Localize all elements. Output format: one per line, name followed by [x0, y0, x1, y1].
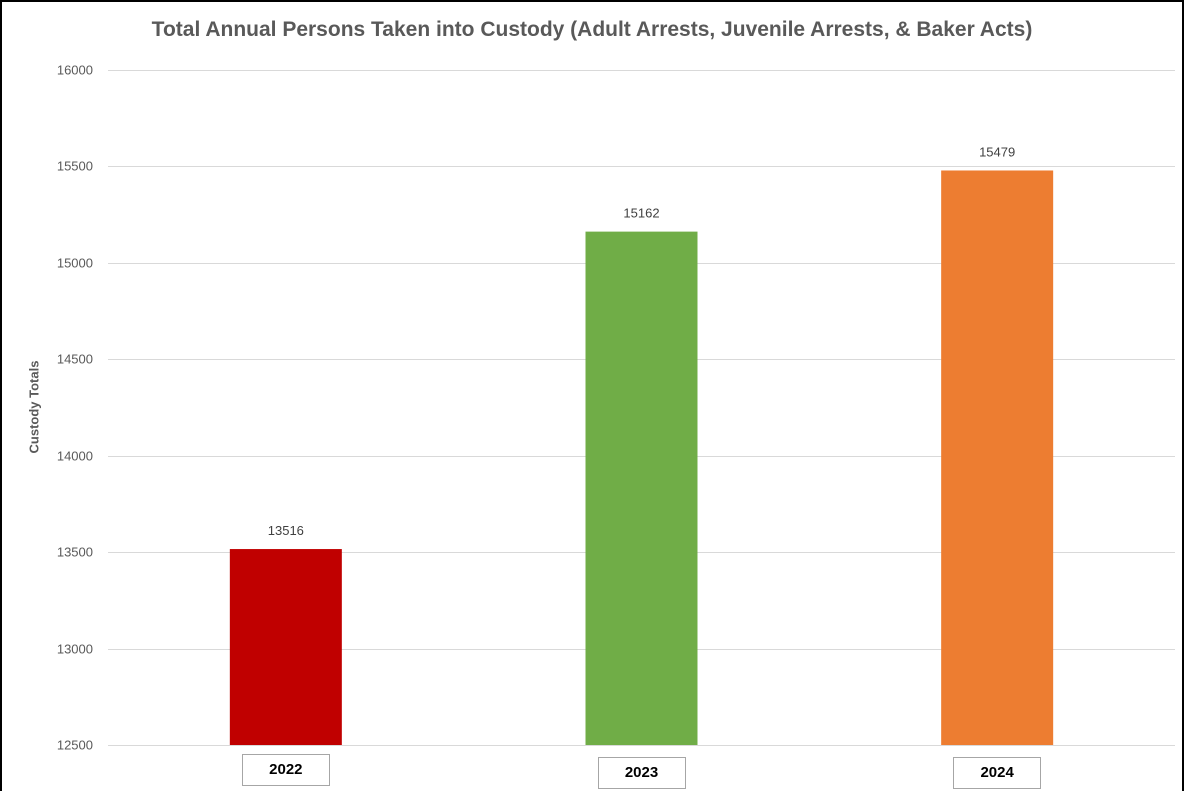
- y-tick-label: 14000: [57, 449, 93, 464]
- bar-2024: [941, 170, 1054, 745]
- y-tick-label: 13000: [57, 642, 93, 657]
- chart-title: Total Annual Persons Taken into Custody …: [151, 18, 1033, 41]
- bar-2022: [229, 549, 342, 745]
- bar-2023: [585, 231, 698, 746]
- data-labels: 13516 15162 15479: [268, 144, 1015, 538]
- y-tick-label: 15000: [57, 256, 93, 271]
- data-label-2023: 15162: [623, 206, 659, 221]
- x-category-label: 2022: [241, 754, 330, 786]
- data-label-2022: 13516: [268, 523, 304, 538]
- y-tick-label: 12500: [57, 738, 93, 753]
- y-tick-label: 13500: [57, 545, 93, 560]
- y-tick-label: 15500: [57, 159, 93, 174]
- x-category-label: 2023: [597, 757, 686, 789]
- y-tick-label: 16000: [57, 63, 93, 78]
- y-axis-ticks: 12500 13000 13500 14000 14500 15000 15500 16000: [57, 63, 93, 753]
- data-label-2024: 15479: [979, 144, 1015, 159]
- y-tick-label: 14500: [57, 352, 93, 367]
- x-category-label: 2024: [953, 757, 1042, 789]
- bars: [229, 170, 1054, 746]
